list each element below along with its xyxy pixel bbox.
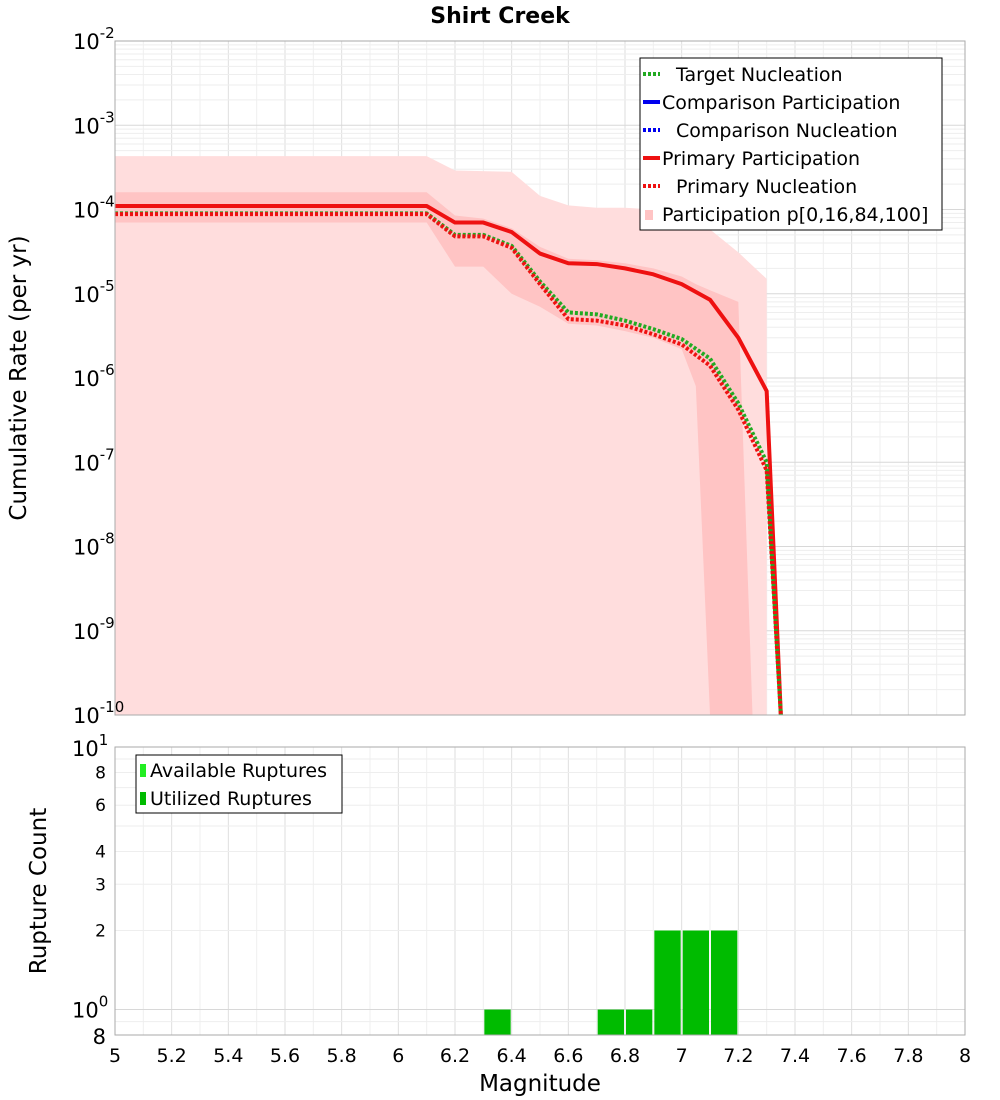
y-tick-label: 8 <box>93 1025 106 1049</box>
y-tick-label: 10-10 <box>73 698 124 728</box>
y-tick-label: 6 <box>95 796 106 816</box>
x-tick-label: 7.4 <box>780 1045 810 1067</box>
top-bands <box>115 156 767 716</box>
y-tick-label: 10-5 <box>73 277 115 307</box>
legend-label: Available Ruptures <box>150 760 327 782</box>
legend-label: Comparison Nucleation <box>676 120 898 142</box>
top-y-ticks: 10-2 10-3 10-4 10-5 10-6 10-7 10-8 10-9 10-10 <box>73 24 124 728</box>
top-series <box>115 204 783 716</box>
x-tick-label: 7.2 <box>723 1045 753 1067</box>
y-tick-label: 10-4 <box>73 193 115 223</box>
bottom-grid <box>114 747 966 1035</box>
bottom-legend: Available Ruptures Utilized Ruptures <box>135 754 343 814</box>
legend-label: Comparison Participation <box>662 92 900 114</box>
legend-swatch <box>645 210 653 220</box>
x-ticks: 5 5.2 5.4 5.6 5.8 6 6.2 6.4 6.6 6.8 7 7.2 7.4 7.6 7.8 8 <box>109 1045 971 1067</box>
legend-swatch <box>140 792 146 805</box>
series-primary-participation <box>115 204 783 716</box>
bar <box>597 1009 624 1035</box>
x-tick-label: 5 <box>109 1045 121 1067</box>
legend-label: Participation p[0,16,84,100] <box>662 204 928 226</box>
y-tick-label: 100 <box>72 993 108 1023</box>
legend-label: Primary Nucleation <box>676 176 857 198</box>
band-p16-p84 <box>115 192 753 716</box>
y-tick-label: 10-8 <box>73 530 115 560</box>
x-tick-label: 5.2 <box>157 1045 187 1067</box>
top-legend: Target Nucleation Comparison Participatio… <box>639 57 943 231</box>
top-y-axis-label: Cumulative Rate (per yr) <box>6 235 32 520</box>
bar <box>626 1009 653 1035</box>
y-tick-label: 3 <box>95 875 106 895</box>
bar <box>654 930 681 1035</box>
x-tick-label: 6.2 <box>440 1045 470 1067</box>
legend-label: Primary Participation <box>662 148 860 170</box>
x-tick-label: 6.8 <box>610 1045 640 1067</box>
x-tick-label: 6.4 <box>497 1045 527 1067</box>
legend-label: Utilized Ruptures <box>150 788 312 810</box>
y-tick-label: 101 <box>72 731 108 761</box>
y-tick-label: 8 <box>95 763 106 783</box>
x-tick-label: 7 <box>676 1045 688 1067</box>
bar <box>711 930 738 1035</box>
x-tick-label: 5.6 <box>270 1045 300 1067</box>
y-tick-label: 4 <box>95 842 106 862</box>
series-primary-nucleation <box>115 212 783 716</box>
legend-box <box>135 754 343 814</box>
y-tick-label: 10-9 <box>73 614 115 644</box>
legend-label: Target Nucleation <box>675 64 843 86</box>
y-tick-label: 10-7 <box>73 445 115 475</box>
y-tick-label: 10-6 <box>73 361 115 391</box>
y-tick-label: 10-2 <box>73 24 115 54</box>
x-tick-label: 5.8 <box>327 1045 357 1067</box>
bottom-y-axis-label: Rupture Count <box>26 808 52 974</box>
bar <box>484 1009 511 1035</box>
x-axis-label: Magnitude <box>479 1071 601 1097</box>
x-tick-label: 6.6 <box>553 1045 583 1067</box>
y-tick-label: 10-3 <box>73 108 115 138</box>
x-tick-label: 7.6 <box>837 1045 867 1067</box>
y-tick-label: 2 <box>95 922 106 942</box>
legend-swatch <box>140 764 146 777</box>
bar <box>682 930 709 1035</box>
bottom-bars <box>484 930 738 1035</box>
x-tick-label: 8 <box>959 1045 971 1067</box>
legend-box <box>639 57 943 231</box>
x-tick-label: 7.8 <box>893 1045 923 1067</box>
x-tick-label: 5.4 <box>213 1045 243 1067</box>
x-tick-label: 6 <box>392 1045 404 1067</box>
chart-title: Shirt Creek <box>430 4 571 29</box>
